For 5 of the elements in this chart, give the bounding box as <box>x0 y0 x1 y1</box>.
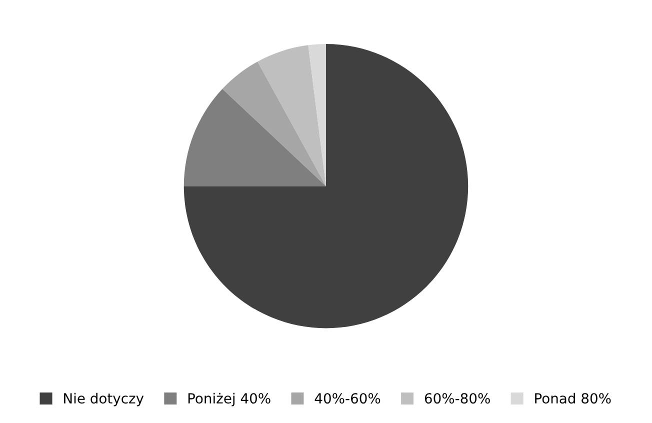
legend-label: 40%-60% <box>314 393 380 404</box>
legend-label: Poniżej 40% <box>188 392 270 406</box>
legend-label: Ponad 80% <box>535 392 611 404</box>
legend-label: Nie dotyczy <box>64 392 144 406</box>
legend-label: 60%-80% <box>424 393 490 404</box>
